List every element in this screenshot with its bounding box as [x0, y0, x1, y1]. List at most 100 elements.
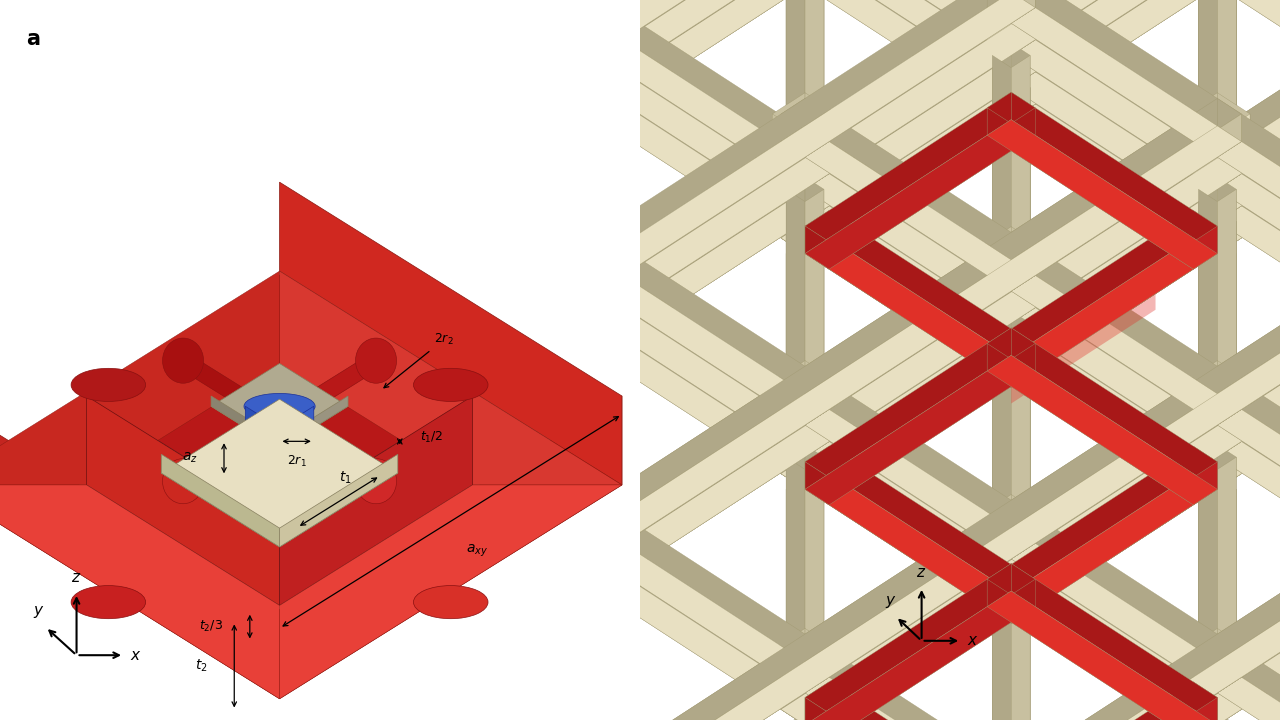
Polygon shape: [580, 343, 599, 564]
Text: $t_2/3$: $t_2/3$: [200, 619, 223, 634]
Polygon shape: [987, 174, 1217, 323]
Polygon shape: [1011, 12, 1044, 49]
Polygon shape: [374, 222, 393, 442]
Polygon shape: [805, 682, 837, 719]
Polygon shape: [599, 296, 805, 457]
Polygon shape: [374, 0, 393, 174]
Polygon shape: [805, 179, 829, 222]
Polygon shape: [805, 0, 824, 174]
Polygon shape: [805, 698, 1011, 720]
Polygon shape: [805, 114, 837, 151]
Polygon shape: [599, 72, 829, 222]
Text: $t_1$: $t_1$: [339, 470, 352, 487]
Polygon shape: [599, 548, 623, 591]
Polygon shape: [978, 516, 1011, 553]
Polygon shape: [154, 516, 187, 553]
Polygon shape: [575, 233, 1280, 720]
Polygon shape: [163, 528, 210, 559]
Polygon shape: [992, 552, 1030, 576]
Polygon shape: [987, 292, 1280, 720]
Polygon shape: [1217, 665, 1280, 720]
Polygon shape: [786, 0, 805, 174]
Polygon shape: [360, 377, 425, 419]
Polygon shape: [369, 0, 1242, 457]
Polygon shape: [805, 441, 1036, 591]
Polygon shape: [1198, 210, 1217, 430]
Polygon shape: [1217, 179, 1242, 222]
Polygon shape: [393, 125, 425, 162]
Polygon shape: [187, 495, 219, 531]
Polygon shape: [599, 12, 1280, 591]
Polygon shape: [987, 414, 1193, 575]
Polygon shape: [374, 0, 393, 162]
Polygon shape: [1193, 146, 1217, 189]
Polygon shape: [1198, 477, 1217, 698]
Polygon shape: [992, 251, 1030, 276]
Polygon shape: [168, 76, 187, 296]
Polygon shape: [1193, 45, 1280, 206]
Polygon shape: [772, 446, 805, 483]
Polygon shape: [987, 344, 1011, 387]
Polygon shape: [987, 12, 1011, 55]
Polygon shape: [987, 76, 1011, 120]
Ellipse shape: [72, 585, 146, 618]
Polygon shape: [566, 307, 631, 349]
Polygon shape: [279, 485, 622, 699]
Polygon shape: [772, 93, 805, 130]
Polygon shape: [987, 682, 1193, 720]
Polygon shape: [992, 519, 1030, 544]
Polygon shape: [781, 45, 987, 206]
Polygon shape: [599, 258, 631, 296]
Polygon shape: [805, 0, 1036, 120]
Polygon shape: [599, 548, 623, 591]
Polygon shape: [1011, 698, 1217, 720]
Polygon shape: [566, 248, 599, 285]
Polygon shape: [781, 682, 805, 720]
Polygon shape: [1217, 179, 1251, 215]
Polygon shape: [154, 39, 219, 81]
Polygon shape: [1198, 490, 1217, 710]
Text: b: b: [678, 29, 694, 49]
Polygon shape: [805, 28, 1011, 189]
Polygon shape: [781, 179, 805, 222]
Polygon shape: [566, 510, 631, 553]
Polygon shape: [163, 0, 1036, 559]
Polygon shape: [599, 0, 618, 60]
Polygon shape: [393, 414, 417, 457]
Polygon shape: [369, 179, 393, 222]
Polygon shape: [781, 146, 805, 189]
Polygon shape: [1217, 414, 1242, 457]
Polygon shape: [786, 685, 824, 710]
Polygon shape: [987, 0, 1217, 88]
Polygon shape: [978, 307, 1044, 349]
Polygon shape: [154, 274, 219, 317]
Polygon shape: [393, 0, 1242, 457]
Polygon shape: [575, 441, 805, 591]
Polygon shape: [599, 248, 623, 291]
Polygon shape: [1011, 307, 1242, 457]
Polygon shape: [1185, 179, 1217, 215]
Polygon shape: [1242, 179, 1280, 340]
Polygon shape: [599, 0, 805, 88]
Polygon shape: [805, 392, 837, 430]
Polygon shape: [393, 0, 412, 206]
Polygon shape: [805, 146, 1280, 720]
Polygon shape: [992, 387, 1011, 608]
Polygon shape: [1036, 516, 1242, 678]
Polygon shape: [599, 0, 618, 28]
Polygon shape: [781, 12, 987, 174]
Polygon shape: [187, 0, 205, 60]
Polygon shape: [987, 0, 1280, 372]
Polygon shape: [978, 542, 1044, 585]
Ellipse shape: [244, 429, 315, 455]
Polygon shape: [1011, 356, 1030, 576]
Polygon shape: [987, 580, 1011, 624]
Polygon shape: [1198, 0, 1217, 142]
Polygon shape: [1185, 157, 1217, 194]
Polygon shape: [1217, 28, 1280, 189]
Polygon shape: [1217, 531, 1280, 693]
Polygon shape: [987, 344, 1011, 387]
Polygon shape: [772, 140, 837, 183]
Polygon shape: [163, 0, 1011, 307]
Polygon shape: [1242, 414, 1280, 575]
